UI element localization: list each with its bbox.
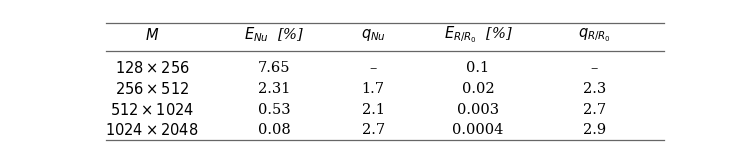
Text: 2.3: 2.3 xyxy=(583,82,606,96)
Text: $256 \times 512$: $256 \times 512$ xyxy=(115,81,189,97)
Text: 2.9: 2.9 xyxy=(583,124,606,138)
Text: $512 \times 1024$: $512 \times 1024$ xyxy=(110,102,195,118)
Text: $q_{Nu}$: $q_{Nu}$ xyxy=(360,27,386,43)
Text: 0.0004: 0.0004 xyxy=(452,124,504,138)
Text: 0.02: 0.02 xyxy=(462,82,494,96)
Text: $q_{R/R_0}$: $q_{R/R_0}$ xyxy=(578,26,611,44)
Text: $M$: $M$ xyxy=(145,27,159,43)
Text: 2.7: 2.7 xyxy=(362,124,385,138)
Text: $1024 \times 2048$: $1024 \times 2048$ xyxy=(105,122,199,138)
Text: 0.003: 0.003 xyxy=(457,103,499,117)
Text: 1.7: 1.7 xyxy=(362,82,385,96)
Text: 0.53: 0.53 xyxy=(258,103,291,117)
Text: 0.1: 0.1 xyxy=(466,61,490,75)
Text: –: – xyxy=(369,61,377,75)
Text: 2.31: 2.31 xyxy=(258,82,291,96)
Text: 0.08: 0.08 xyxy=(258,124,291,138)
Text: –: – xyxy=(591,61,598,75)
Text: $128 \times 256$: $128 \times 256$ xyxy=(115,60,189,76)
Text: 2.1: 2.1 xyxy=(362,103,385,117)
Text: 7.65: 7.65 xyxy=(258,61,291,75)
Text: 2.7: 2.7 xyxy=(583,103,606,117)
Text: $E_{Nu}$  [%]: $E_{Nu}$ [%] xyxy=(244,26,305,44)
Text: $E_{R/R_0}$  [%]: $E_{R/R_0}$ [%] xyxy=(444,25,512,45)
